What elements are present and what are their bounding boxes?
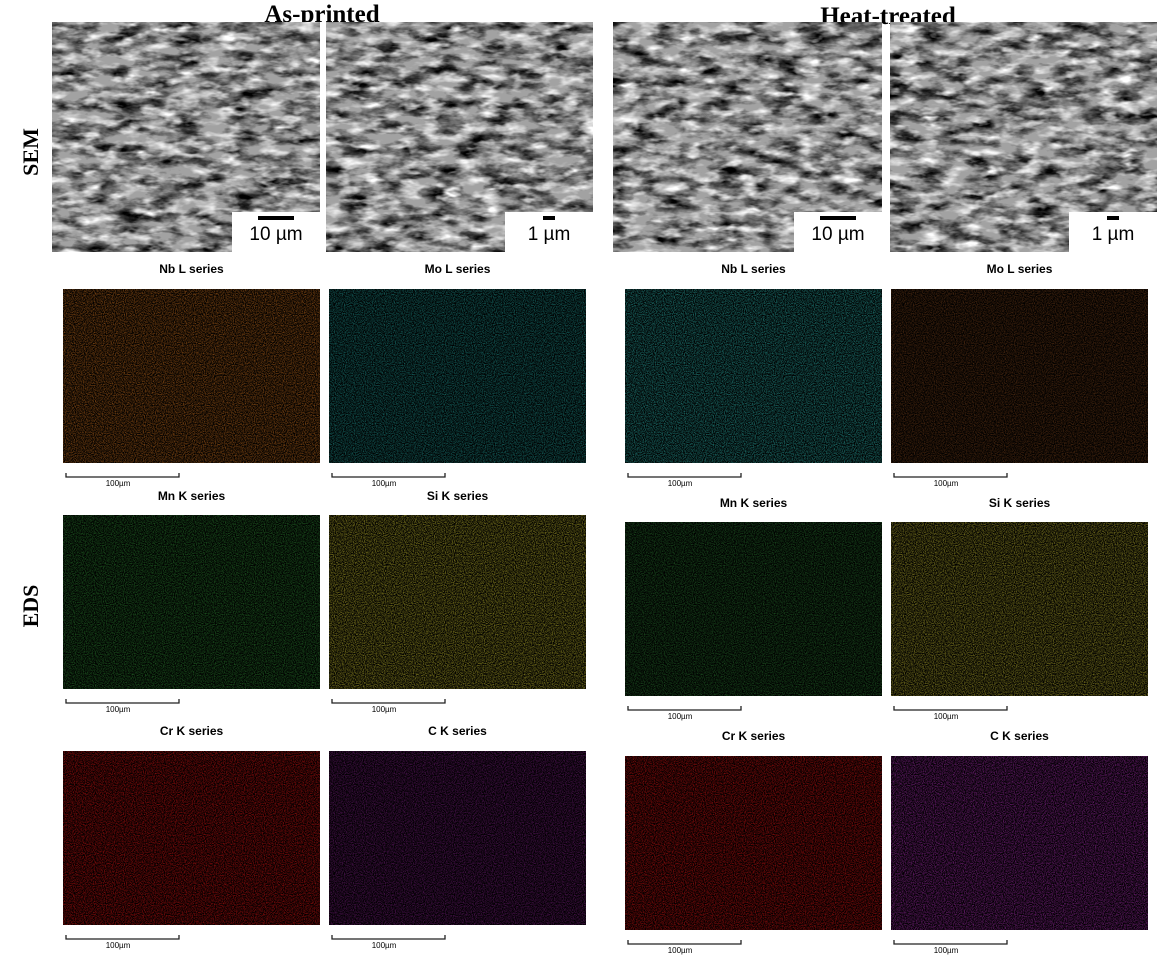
eds-title: C K series [990, 729, 1049, 743]
scale-bar [332, 935, 445, 939]
eds-title: C K series [428, 724, 487, 738]
eds-title: Mn K series [158, 489, 226, 503]
row-label: EDS [18, 585, 43, 628]
scale-label: 100µm [934, 712, 959, 721]
eds-title: Cr K series [722, 729, 786, 743]
scale-bar [894, 473, 1007, 477]
eds-title: Si K series [989, 496, 1051, 510]
scale-bar [258, 216, 294, 220]
eds-title: Mo L series [987, 262, 1053, 276]
eds-dark [625, 756, 882, 930]
eds-title: Si K series [427, 489, 489, 503]
eds-title: Mn K series [720, 496, 788, 510]
scale-label: 100µm [668, 712, 693, 721]
scale-bar [1107, 216, 1119, 220]
scale-bar [66, 699, 179, 703]
eds-dark [63, 751, 320, 925]
scale-label: 10 µm [249, 224, 302, 245]
scale-bar [66, 473, 179, 477]
eds-dark [63, 515, 320, 689]
scale-label: 100µm [106, 705, 131, 714]
scale-label: 100µm [372, 941, 397, 950]
scale-label: 100µm [372, 479, 397, 488]
scale-bar [628, 473, 741, 477]
eds-dark [625, 289, 882, 463]
scale-label: 100µm [106, 941, 131, 950]
eds-dark [891, 756, 1148, 930]
scale-label: 100µm [668, 479, 693, 488]
scale-bar [628, 940, 741, 944]
scale-bar [66, 935, 179, 939]
scale-bar [332, 473, 445, 477]
scale-bar [628, 706, 741, 710]
eds-title: Cr K series [160, 724, 224, 738]
scale-bar [543, 216, 555, 220]
eds-dark [329, 751, 586, 925]
figure: As-printed Heat-treated SEM EDS 10 µm1 µ… [0, 0, 1159, 956]
eds-title: Mo L series [425, 262, 491, 276]
row-label: SEM [18, 128, 43, 176]
scale-bar [894, 706, 1007, 710]
eds-dark [63, 289, 320, 463]
scale-label: 10 µm [811, 224, 864, 245]
eds-dark [891, 289, 1148, 463]
scale-label: 100µm [934, 479, 959, 488]
scale-bar [820, 216, 856, 220]
scale-bar [894, 940, 1007, 944]
eds-dark [329, 515, 586, 689]
scale-label: 100µm [372, 705, 397, 714]
scale-label: 100µm [106, 479, 131, 488]
eds-title: Nb L series [159, 262, 224, 276]
eds-title: Nb L series [721, 262, 786, 276]
eds-dark [329, 289, 586, 463]
scale-label: 1 µm [528, 224, 571, 245]
eds-dark [891, 522, 1148, 696]
eds-dark [625, 522, 882, 696]
scale-label: 100µm [668, 946, 693, 955]
scale-label: 100µm [934, 946, 959, 955]
scale-label: 1 µm [1092, 224, 1135, 245]
scale-bar [332, 699, 445, 703]
